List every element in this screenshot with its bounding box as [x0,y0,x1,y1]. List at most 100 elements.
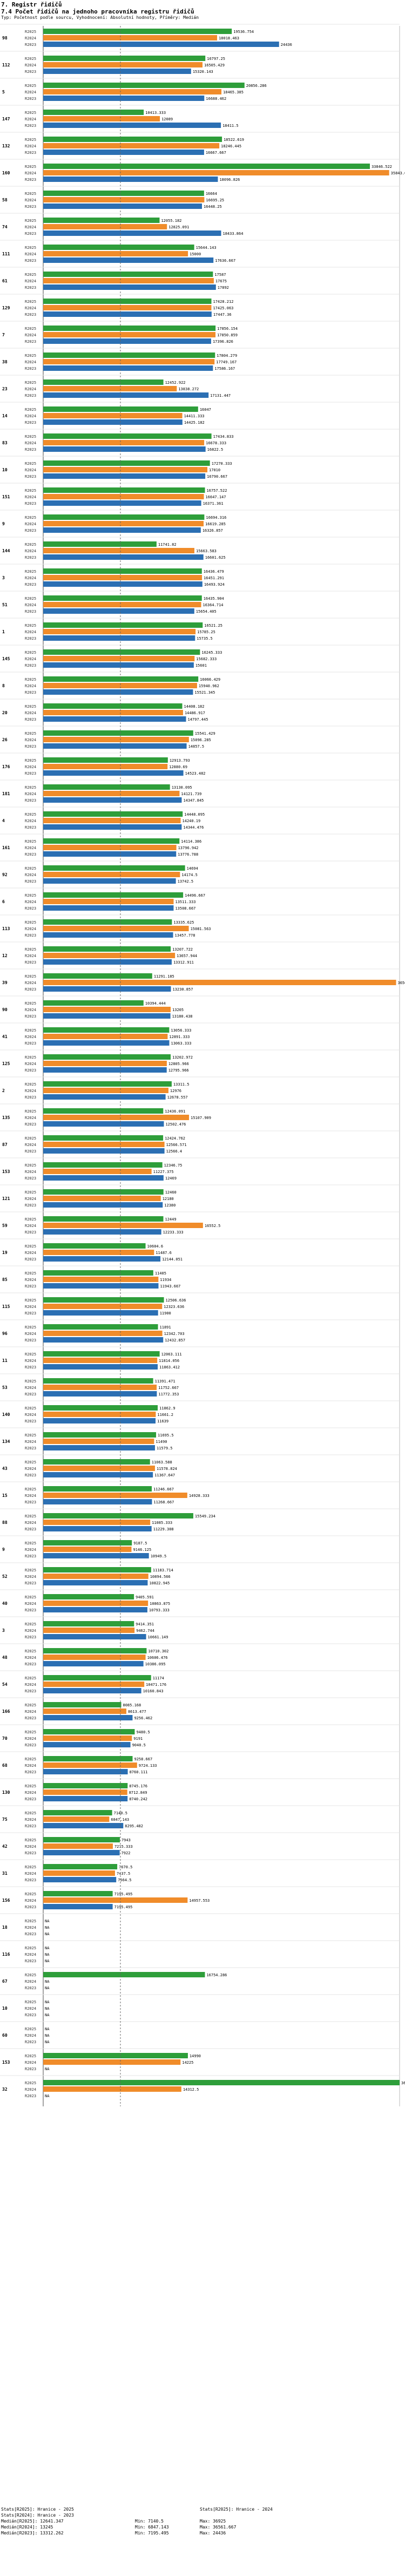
series-label: R2024 [25,2087,36,2092]
bar [43,622,203,628]
bar-value-label: 11405 [155,1271,166,1276]
series-label: R2023 [25,1203,36,1208]
bar-value-label: 13657.944 [177,954,197,958]
group-label: 15 [2,1493,8,1498]
bar-value-label: 14857.5 [188,744,205,749]
group-label: 11 [2,1358,8,1363]
series-label: R2023 [25,2094,36,2098]
bar-value-label: 17428.212 [213,300,234,304]
bar-value-label: 14990 [190,2054,201,2058]
group-label: 134 [2,1439,10,1444]
series-label: R2023 [25,1716,36,1720]
bar [43,392,209,398]
bar-value-label: 16754.286 [206,1973,227,1977]
series-label: R2024 [25,414,36,418]
bar-value-label: 10949.5 [151,1554,167,1558]
series-label: R2023 [25,771,36,776]
series-label: R2024 [25,63,36,67]
bar-value-label: 13457.778 [175,933,195,938]
bar-value-label: 10793.333 [149,1608,170,1612]
bar [43,953,176,958]
group-label: 61 [2,279,8,283]
bar [43,716,186,722]
group-label: 85 [2,1277,8,1282]
bar [43,352,215,358]
bar-value-label: 13511.333 [176,900,196,904]
bar-value-label: 15785.25 [197,630,215,634]
bar [43,1310,158,1316]
series-label: R2024 [25,954,36,958]
bar [43,1121,164,1127]
group-label: 132 [2,144,10,148]
bar [43,1648,147,1653]
series-label: R2023 [25,1095,36,1100]
bar [43,1810,112,1815]
bar [43,919,172,925]
bar-value-label: 14523.482 [185,771,206,776]
group-label: 6 [2,899,5,904]
bar-value-label: 18018.463 [219,36,239,40]
series-label: R2025 [25,246,36,250]
bar-value-label: 15682.333 [196,657,217,661]
series-label: R2024 [25,441,36,445]
bar-value-label: 14225 [182,2060,193,2065]
bar-value-label: 11063.588 [152,1460,172,1465]
series-label: R2025 [25,192,36,196]
bar-value-label: 10894.566 [150,1575,171,1579]
bar-value-label: 11085.333 [152,1521,172,1525]
bar [43,1655,146,1660]
bar-value-label: NA [45,1946,50,1950]
bar [43,1904,113,1909]
bar [43,1000,144,1006]
series-label: R2024 [25,1494,36,1498]
group-label: 14 [2,413,8,418]
bar [43,1445,155,1450]
series-label: R2025 [25,570,36,574]
bar-value-label: NA [45,2040,50,2044]
series-label: R2025 [25,1541,36,1545]
bar [43,467,208,472]
bar [43,980,396,985]
bar [43,1553,149,1558]
series-label: R2023 [25,1581,36,1585]
bar [43,1816,110,1822]
bar [43,365,213,371]
group-label: 54 [2,1682,8,1687]
series-label: R2025 [25,623,36,628]
bar-value-label: 11752.667 [158,1386,179,1390]
bar [43,1142,165,1147]
series-label: R2025 [25,30,36,34]
group-label: 20 [2,710,8,715]
bar-value-label: 7922 [122,1851,131,1855]
bar-value-label: NA [45,2067,50,2071]
series-label: R2023 [25,2040,36,2044]
series-label: R2024 [25,819,36,823]
series-label: R2023 [25,636,36,641]
bar-value-label: 16047 [200,408,211,412]
series-label: R2025 [25,516,36,520]
bar [43,959,172,965]
bar-value-label: 9191 [133,1737,143,1741]
series-label: R2024 [25,171,36,175]
series-label: R2025 [25,1271,36,1276]
bar-value-label: 14928.333 [189,1494,210,1498]
bar [43,986,171,992]
group-label: 125 [2,1061,10,1066]
bar [43,332,216,337]
series-label: R2025 [25,1973,36,1977]
series-label: R2024 [25,1629,36,1633]
bar [43,1762,137,1768]
series-label: R2025 [25,84,36,88]
bar-value-label: 12380 [164,1203,176,1208]
series-label: R2025 [25,408,36,412]
series-label: R2023 [25,1959,36,1963]
bar-value-label: 15320.143 [193,70,213,74]
series-label: R2025 [25,1109,36,1114]
series-label: R2024 [25,1548,36,1552]
bar [43,1040,170,1046]
bar-value-label: 11900 [160,1311,171,1316]
legend-min-2023: Min: 7195.495 [135,2531,169,2536]
bar-value-label: 18433.864 [222,232,243,236]
series-label: R2024 [25,252,36,256]
bar [43,272,213,277]
